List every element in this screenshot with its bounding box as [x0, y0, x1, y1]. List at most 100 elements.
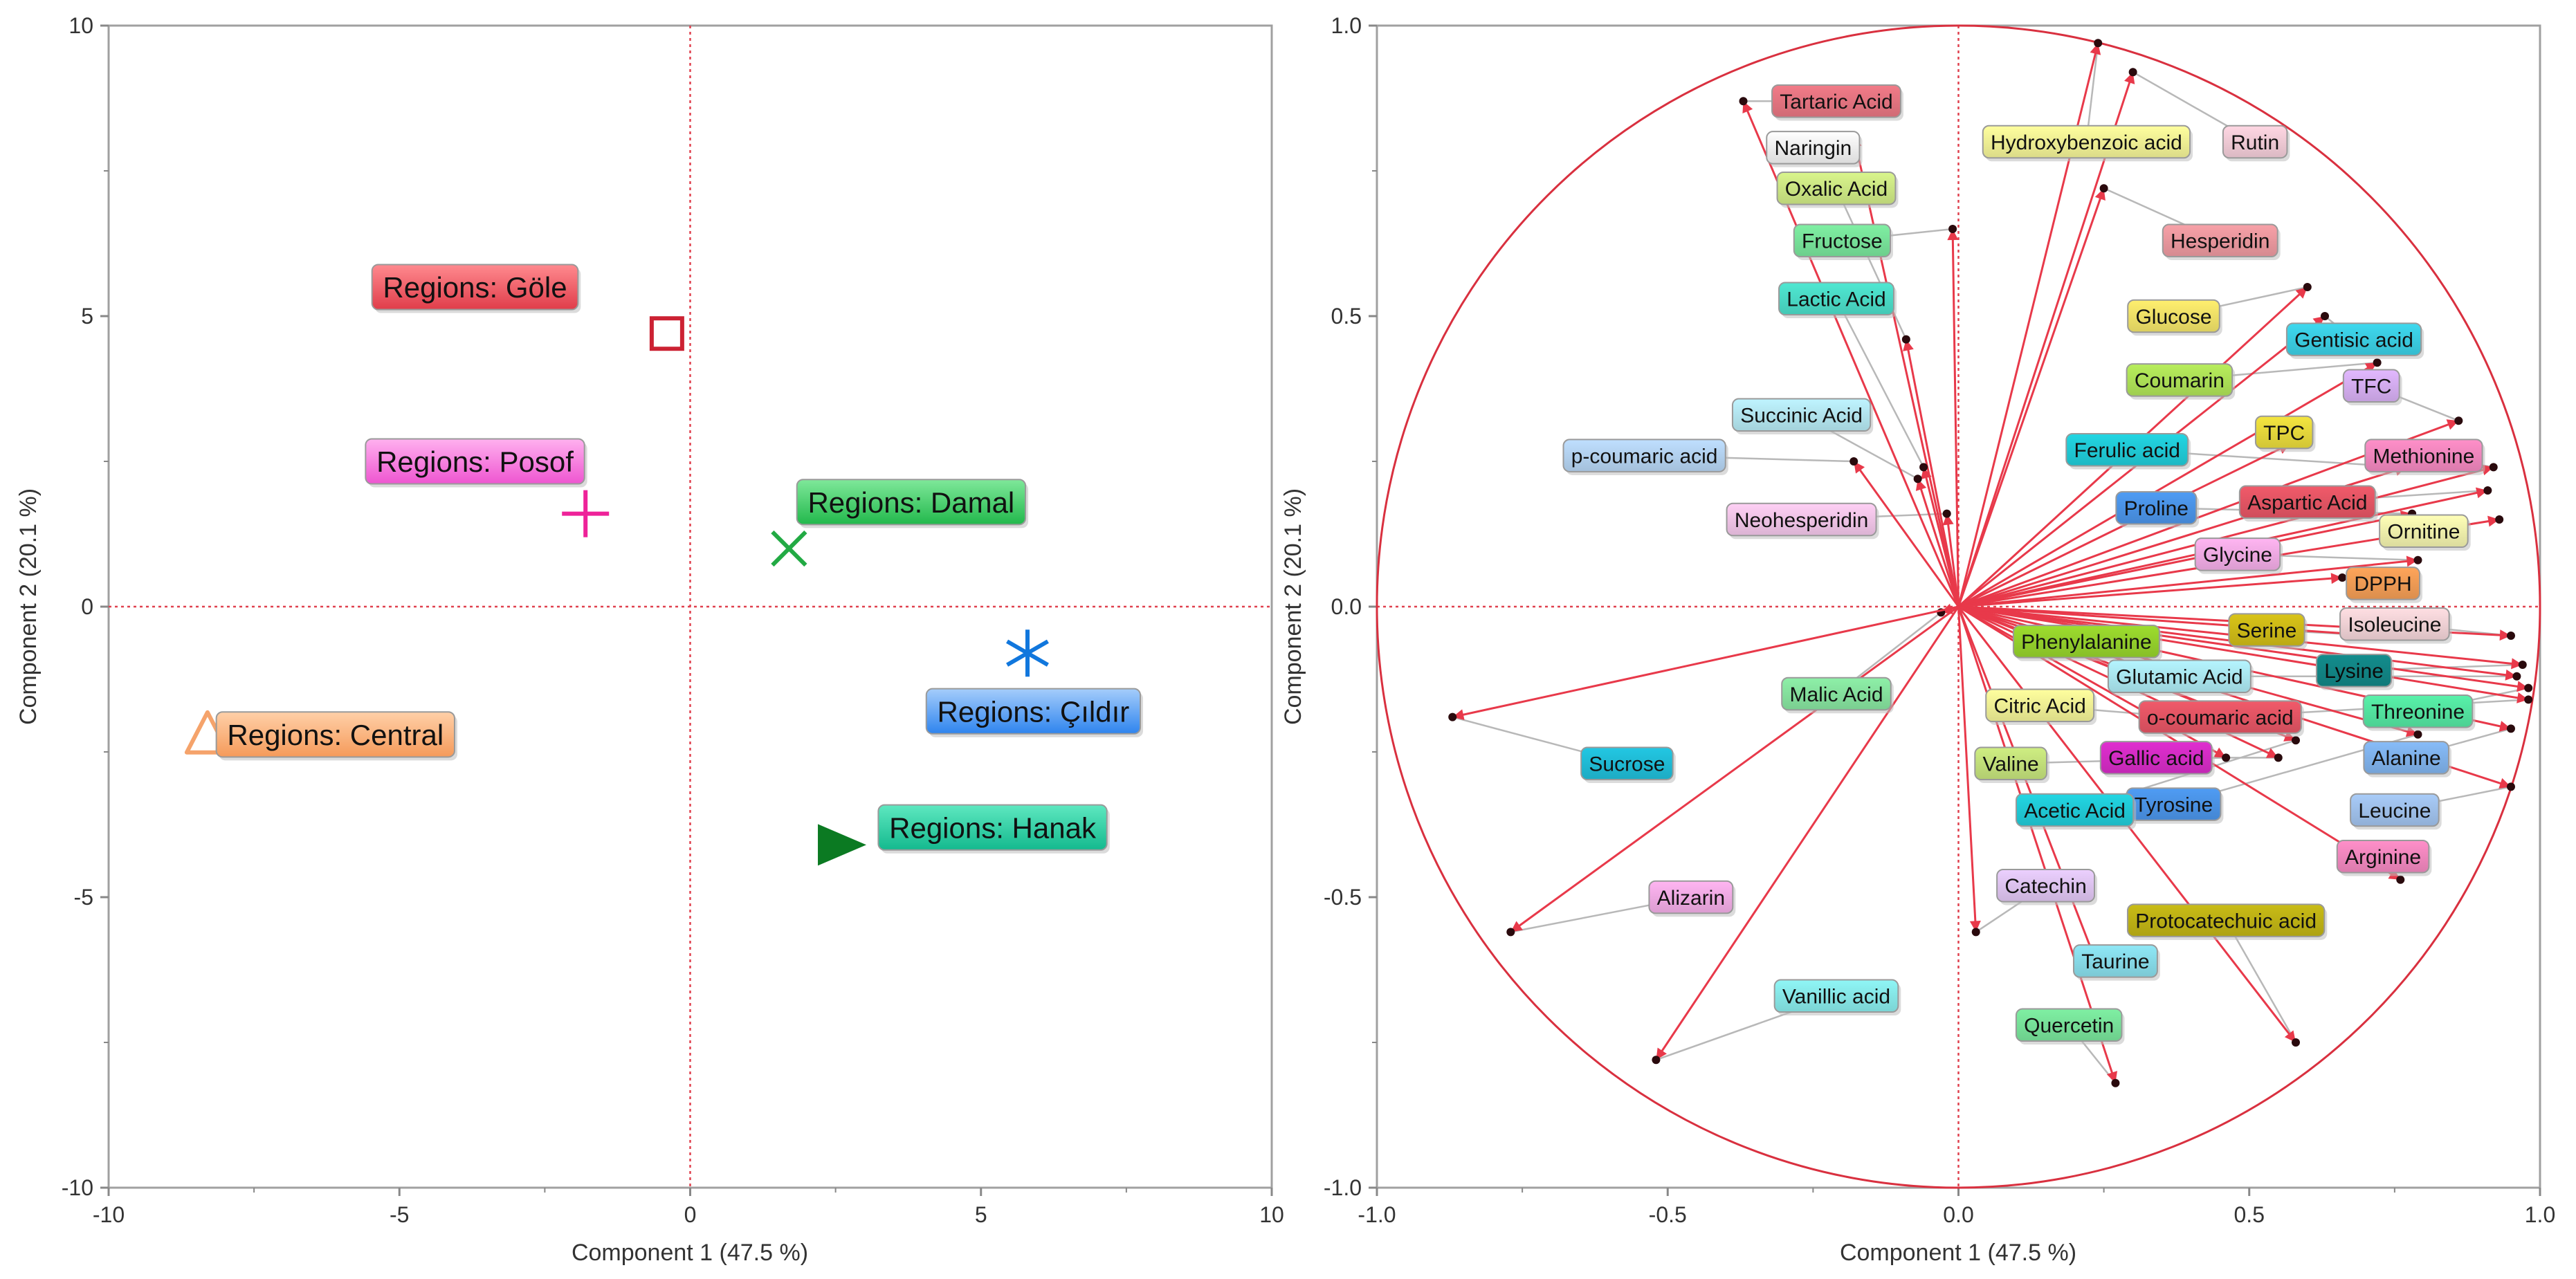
gentisic-acid-point: [2321, 312, 2330, 320]
o-coumaric-acid-tag-box: [2138, 700, 2302, 734]
loading-plot: -1.0 -0.5 0.0 0.5 1.0 -1.0 -0.5 0.0 0.5 1.0 Tarta…: [1280, 13, 2555, 1266]
loading-ytick-label: 0.0: [1331, 594, 1362, 619]
arginine-tag: Arginine: [2336, 839, 2432, 876]
regions-gole-tag-box: [371, 264, 579, 311]
coumarin-point: [2373, 358, 2382, 367]
proline-tag-box: [2115, 490, 2198, 525]
regions-gole-tag: Regions: Göle: [371, 264, 581, 313]
catechin-tag-box: [1996, 868, 2096, 903]
naringin-tag: Naringin: [1766, 131, 1863, 167]
arginine-point: [2396, 875, 2405, 884]
alanine-tag-box: [2363, 741, 2449, 775]
leucine-tag-box: [2350, 793, 2440, 827]
score-ylabel: Component 2 (20.1 %): [15, 488, 42, 725]
alizarin-label: Alizarin: [1657, 887, 1725, 910]
regions-damal-marker: [771, 530, 807, 567]
p-coumaric-acid-tag: p-coumaric acid: [1562, 439, 1728, 475]
oxalic-acid-point: [1901, 335, 1910, 344]
o-coumaric-acid-label: o-coumaric acid: [2147, 706, 2294, 729]
serine-vector: [1958, 605, 2377, 637]
protocatechuic-acid-connector: [2225, 919, 2297, 1043]
coumarin-tag-box: [2126, 363, 2234, 397]
catechin-tag: Catechin: [1996, 868, 2098, 905]
glycine-point: [2413, 555, 2422, 564]
regions-central-tag-box: [215, 711, 455, 758]
neohesperidin-arrowhead: [1942, 513, 1954, 526]
dpph-point: [2338, 573, 2347, 582]
vanillic-acid-tag-box: [1773, 979, 1899, 1013]
regions-hanak-tag: Regions: Hanak: [877, 804, 1110, 854]
score-ytick-label: 5: [81, 304, 93, 329]
regions-gole-label: Regions: Göle: [383, 271, 567, 304]
glycine-arrowhead: [2406, 555, 2418, 567]
naringin-vector: [1852, 136, 1960, 607]
leucine-label: Leucine: [2358, 800, 2431, 822]
methionine-vector: [1958, 466, 2494, 608]
glycine-vector: [1958, 559, 2418, 608]
fructose-arrowhead: [1947, 229, 1959, 241]
glutamic-acid-point: [2512, 672, 2521, 681]
score-axis-ticks: -10 -5 0 5 10 -10 -5 0 5 10: [62, 13, 1284, 1227]
threonine-tag-box: [2362, 694, 2474, 728]
regions-c-ld-r-tag: Regions: Çıldır: [925, 688, 1144, 737]
malic-acid-tag: Malic Acid: [1781, 677, 1894, 714]
neohesperidin-vector: [1946, 513, 1960, 607]
fructose-vector: [1951, 228, 1960, 607]
sucrose-label: Sucrose: [1589, 753, 1665, 776]
protocatechuic-acid-point: [2291, 1038, 2300, 1047]
hydroxybenzoic-acid-tag-box: [1982, 125, 2191, 159]
arginine-tag-box: [2336, 839, 2430, 874]
loading-xtick-label: 0.0: [1943, 1202, 1973, 1227]
score-xtick-label: -10: [93, 1202, 125, 1227]
regions-hanak-tag-box: [877, 804, 1108, 851]
hydroxybenzoic-acid-label: Hydroxybenzoic acid: [1991, 131, 2182, 154]
lactic-acid-tag-box: [1778, 282, 1894, 316]
lysine-label: Lysine: [2324, 660, 2384, 683]
lysine-tag-box: [2315, 654, 2393, 688]
oxalic-acid-vector: [1905, 339, 1960, 607]
loading-ytick-label: -1.0: [1324, 1175, 1362, 1200]
threonine-arrowhead: [2516, 681, 2529, 692]
score-ytick-label: 0: [81, 594, 93, 619]
tyrosine-label: Tyrosine: [2135, 793, 2213, 816]
tpc-label: TPC: [2263, 422, 2305, 445]
succinic-acid-vector: [1917, 478, 1960, 607]
acetic-acid-point: [2291, 736, 2300, 745]
succinic-acid-label: Succinic Acid: [1740, 405, 1863, 427]
sucrose-vector: [1452, 605, 1959, 719]
catechin-label: Catechin: [2004, 875, 2086, 898]
dpph-tag: DPPH: [2346, 567, 2422, 603]
isoleucine-tag-box: [2339, 607, 2450, 641]
catechin-arrowhead: [1969, 920, 1981, 932]
alanine-tag: Alanine: [2363, 741, 2451, 777]
glycine-tag: Glycine: [2194, 537, 2283, 574]
protocatechuic-acid-label: Protocatechuic acid: [2135, 910, 2317, 932]
score-ytick-label: 10: [68, 13, 93, 38]
succinic-acid-tag-box: [1731, 398, 1872, 432]
gentisic-acid-label: Gentisic acid: [2294, 329, 2413, 351]
gallic-acid-tag: Gallic acid: [2099, 741, 2215, 777]
threonine-label: Threonine: [2371, 701, 2465, 724]
ferulic-acid-label: Ferulic acid: [2074, 439, 2180, 462]
rutin-tag: Rutin: [2222, 125, 2290, 162]
fructose-label: Fructose: [1802, 230, 1883, 253]
aspartic-acid-point: [2483, 486, 2492, 495]
glutamic-acid-tag-box: [2107, 659, 2251, 694]
vanillic-acid-point: [1652, 1056, 1661, 1065]
isoleucine-arrowhead: [2499, 629, 2511, 641]
glucose-point: [2303, 283, 2312, 291]
serine-tag: Serine: [2228, 613, 2308, 650]
tpc-tag-box: [2254, 415, 2314, 450]
naringin-tag-box: [1766, 131, 1861, 165]
p-coumaric-acid-label: p-coumaric acid: [1571, 445, 1718, 468]
glycine-label: Glycine: [2203, 544, 2272, 567]
malic-acid-tag-box: [1781, 677, 1892, 711]
tyrosine-point: [2413, 730, 2422, 739]
ferulic-acid-tag: Ferulic acid: [2065, 432, 2191, 470]
loading-axis-ticks: -1.0 -0.5 0.0 0.5 1.0 -1.0 -0.5 0.0 0.5 1.0: [1324, 13, 2555, 1227]
isoleucine-point: [2506, 632, 2515, 640]
quercetin-tag: Quercetin: [2015, 1008, 2125, 1045]
regions-posof-label: Regions: Posof: [376, 445, 574, 478]
score-xtick-label: -5: [390, 1202, 409, 1227]
oxalic-acid-tag: Oxalic Acid: [1776, 171, 1899, 208]
